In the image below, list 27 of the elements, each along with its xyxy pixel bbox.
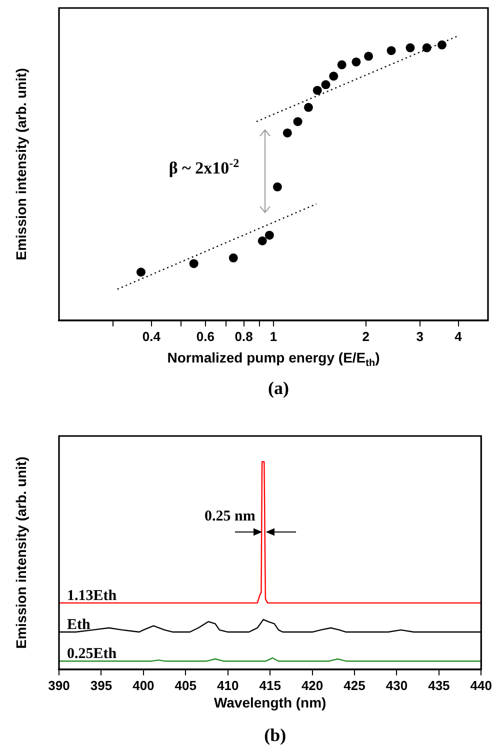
x-tick-label: 3 <box>416 328 424 344</box>
x-tick-label: 0.8 <box>234 328 253 344</box>
x-tick-label: 400 <box>132 678 154 693</box>
x-tick-label: 0.4 <box>142 328 162 344</box>
x-tick-label: 4 <box>454 328 463 344</box>
x-axis-title: Wavelength (nm) <box>214 694 326 710</box>
x-tick-label: 430 <box>386 678 408 693</box>
x-tick-label: 425 <box>344 678 366 693</box>
x-tick-label: 405 <box>174 678 196 693</box>
x-tick-label: 415 <box>259 678 281 693</box>
x-tick-label: 395 <box>90 678 112 693</box>
x-tick-label: 390 <box>48 678 70 693</box>
x-tick-label: 435 <box>428 678 450 693</box>
x-tick-label: 0.6 <box>196 328 214 344</box>
x-tick-label: 420 <box>301 678 324 693</box>
annotation: 0.25 nm <box>204 508 256 524</box>
y-axis-title: Emission intensity (arb. unit) <box>13 456 29 649</box>
x-tick-label: 410 <box>217 678 239 693</box>
series-label: 0.25Eth <box>67 646 118 662</box>
text: (b) <box>264 725 286 745</box>
x-tick-label: 1 <box>270 328 278 344</box>
x-tick-label: 2 <box>362 328 370 344</box>
y-axis-title: Emission intensity (arb. unit) <box>13 68 29 260</box>
series-label: Eth <box>67 617 91 634</box>
series-label: 1.13Eth <box>67 588 118 604</box>
x-tick-label: 440 <box>470 678 492 693</box>
text: (a) <box>268 378 290 398</box>
